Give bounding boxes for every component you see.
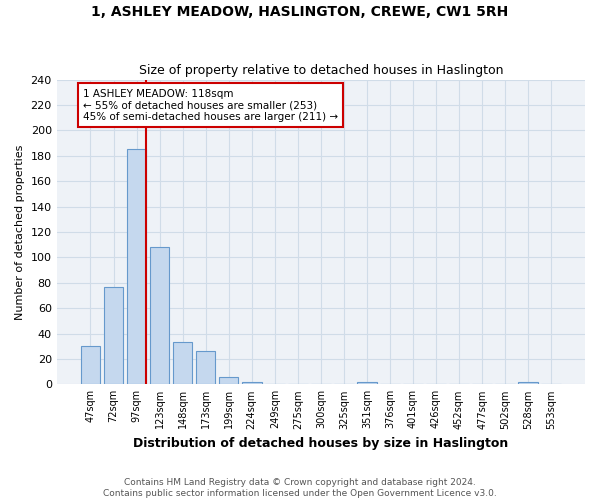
Y-axis label: Number of detached properties: Number of detached properties <box>15 144 25 320</box>
Text: 1 ASHLEY MEADOW: 118sqm
← 55% of detached houses are smaller (253)
45% of semi-d: 1 ASHLEY MEADOW: 118sqm ← 55% of detache… <box>83 88 338 122</box>
Bar <box>127 150 146 384</box>
Bar <box>219 376 238 384</box>
Text: Contains HM Land Registry data © Crown copyright and database right 2024.
Contai: Contains HM Land Registry data © Crown c… <box>103 478 497 498</box>
Bar <box>173 342 193 384</box>
Bar <box>242 382 262 384</box>
Text: 1, ASHLEY MEADOW, HASLINGTON, CREWE, CW1 5RH: 1, ASHLEY MEADOW, HASLINGTON, CREWE, CW1… <box>91 5 509 19</box>
X-axis label: Distribution of detached houses by size in Haslington: Distribution of detached houses by size … <box>133 437 508 450</box>
Bar <box>518 382 538 384</box>
Bar <box>150 247 169 384</box>
Bar <box>104 286 123 384</box>
Bar <box>357 382 377 384</box>
Bar <box>80 346 100 385</box>
Bar <box>196 352 215 384</box>
Title: Size of property relative to detached houses in Haslington: Size of property relative to detached ho… <box>139 64 503 77</box>
